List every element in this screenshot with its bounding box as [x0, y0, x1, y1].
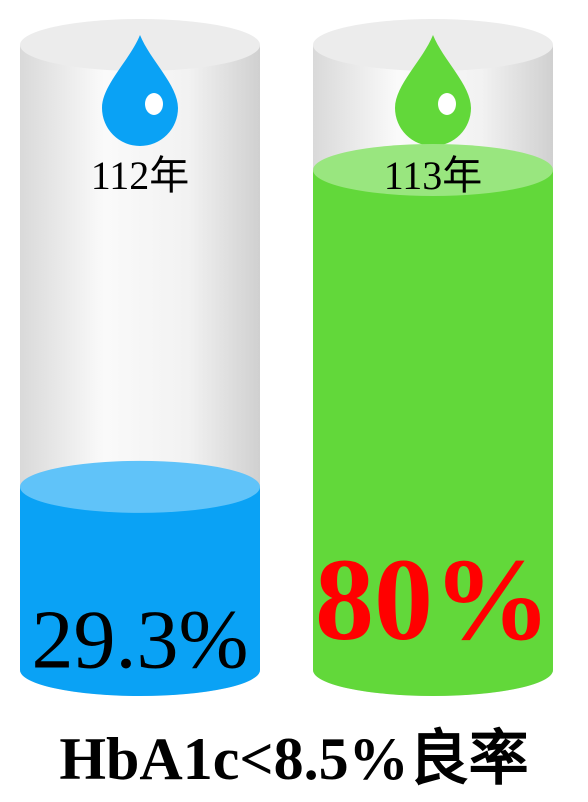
drop-highlight [145, 93, 163, 115]
liquid [20, 486, 260, 670]
chart-title: HbA1c<8.5%良率 [59, 726, 528, 792]
liquid-top [313, 144, 553, 196]
category-label: 112年 [91, 153, 190, 198]
liquid-top [20, 460, 260, 513]
category-label: 113年 [384, 153, 483, 198]
drop-icon [395, 35, 471, 146]
value-label: 29.3% [32, 593, 249, 686]
value-label: 80% [315, 534, 551, 665]
drop-icon [102, 35, 178, 146]
liquid [313, 170, 553, 670]
drop-highlight [438, 93, 456, 115]
